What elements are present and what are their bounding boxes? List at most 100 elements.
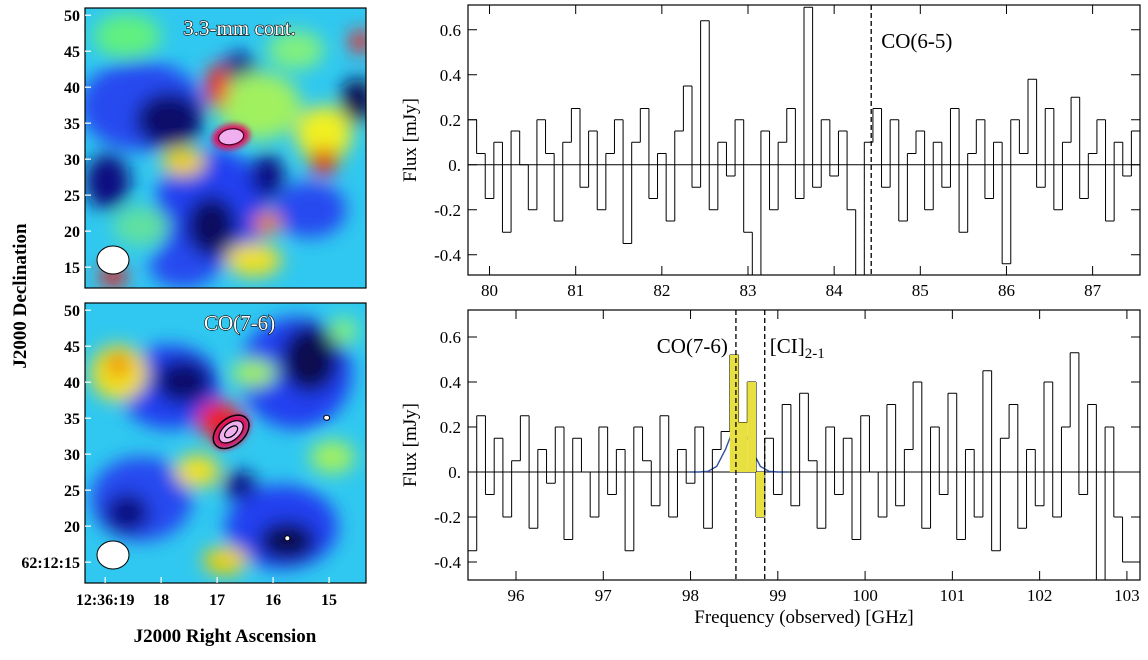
map-image (85, 8, 366, 288)
y-tick-label: 20 (64, 519, 80, 536)
line-label-text: CO(6-5) (881, 29, 952, 53)
map-blob (267, 30, 324, 70)
y-tick-label: 45 (64, 44, 80, 61)
source (212, 124, 250, 150)
map-blob (205, 64, 229, 109)
map-blob (253, 212, 282, 235)
y-tick-label: 25 (64, 483, 80, 500)
frame (84, 7, 367, 289)
x-tick-label: 16 (265, 592, 281, 609)
spot (323, 414, 331, 421)
highlight-bar (729, 355, 739, 472)
x-tick-label: 15 (321, 592, 337, 609)
y-tick-label: 35 (64, 116, 80, 133)
y-tick-label: 0.4 (440, 373, 462, 392)
y-tick-label: 0.4 (440, 66, 462, 85)
y-axis-label: Flux [mJy] (400, 98, 421, 182)
y-tick-label: 0.2 (440, 111, 461, 130)
x-tick-label: 12:36:19 (76, 592, 135, 609)
map-blob (281, 325, 338, 393)
x-tick-label: 100 (852, 586, 878, 605)
highlight-bar (738, 422, 748, 472)
y-axis-label: Flux [mJy] (400, 403, 421, 487)
spot (284, 535, 291, 542)
frame (467, 4, 1141, 276)
map-blob (93, 13, 161, 59)
x-tick-label: 82 (653, 281, 670, 300)
y-tick-label: 25 (64, 188, 80, 205)
map-blob (85, 153, 130, 210)
y-tick-label: 0. (448, 463, 461, 482)
x-tick-label: 99 (769, 586, 786, 605)
y-tick-label: -0.4 (434, 553, 461, 572)
map-blob (250, 153, 285, 199)
y-axis-label: J2000 Declination (10, 223, 31, 369)
line-label-text: [CI] (770, 334, 805, 358)
map-annotation: CO(7-6) (204, 311, 275, 335)
frame (84, 302, 367, 584)
source (212, 414, 250, 450)
plot-area (468, 352, 1140, 580)
map-blob (340, 78, 366, 123)
line-label: CO(7-6) (657, 334, 728, 358)
y-tick-label: 50 (64, 8, 80, 25)
map-blob (329, 317, 358, 345)
y-tick-label: -0.2 (434, 508, 461, 527)
y-tick-label: 62:12:15 (21, 555, 80, 572)
x-tick-label: 85 (912, 281, 929, 300)
map-annotation: 3.3-mm cont. (183, 16, 296, 40)
y-tick-label: 40 (64, 80, 80, 97)
x-tick-label: 96 (508, 586, 525, 605)
map-blob (231, 359, 277, 387)
x-tick-label: 101 (940, 586, 966, 605)
map-blob (107, 353, 130, 376)
y-tick-label: 40 (64, 375, 80, 392)
y-tick-label: 45 (64, 339, 80, 356)
x-axis-label: Frequency (observed) [GHz] (694, 607, 913, 628)
x-tick-label: 83 (740, 281, 757, 300)
map-blob (174, 454, 220, 488)
map-blob (309, 440, 355, 474)
y-tick-label: 50 (64, 303, 80, 320)
x-tick-label: 80 (481, 281, 498, 300)
map-blob (349, 30, 366, 53)
y-tick-label: 0.2 (440, 418, 461, 437)
map-blob (149, 243, 218, 288)
highlight-bar (756, 472, 765, 517)
line-label: CO(6-5) (881, 29, 952, 53)
map-texture (85, 13, 366, 288)
y-tick-label: 30 (64, 152, 80, 169)
map-blob (309, 148, 338, 176)
map-blob (217, 72, 302, 140)
frame (467, 309, 1141, 581)
beam (96, 245, 130, 275)
map-blob (295, 106, 352, 162)
map-blob (273, 181, 347, 238)
y-tick-label: 0.6 (440, 328, 461, 347)
map-blob (222, 471, 257, 499)
line-label-subscript: 2-1 (805, 346, 825, 362)
beam (96, 540, 130, 570)
source-core (217, 128, 245, 146)
contour (224, 425, 239, 439)
x-tick-label: 87 (1084, 281, 1102, 300)
map-blob (225, 243, 282, 277)
x-tick-label: 97 (595, 586, 613, 605)
map-image (85, 303, 366, 583)
y-tick-label: 0.6 (440, 21, 461, 40)
y-tick-label: -0.2 (434, 201, 461, 220)
map-blob (113, 206, 170, 246)
y-tick-label: 15 (64, 260, 80, 277)
map-blob (135, 92, 204, 148)
line-label-text: CO(7-6) (657, 334, 728, 358)
x-tick-label: 103 (1114, 586, 1140, 605)
map-blob (186, 195, 237, 258)
y-tick-label: 20 (64, 224, 80, 241)
x-tick-label: 102 (1027, 586, 1053, 605)
map-blob (104, 493, 150, 533)
y-tick-label: 35 (64, 411, 80, 428)
x-tick-label: 86 (998, 281, 1015, 300)
map-blob (203, 546, 248, 575)
